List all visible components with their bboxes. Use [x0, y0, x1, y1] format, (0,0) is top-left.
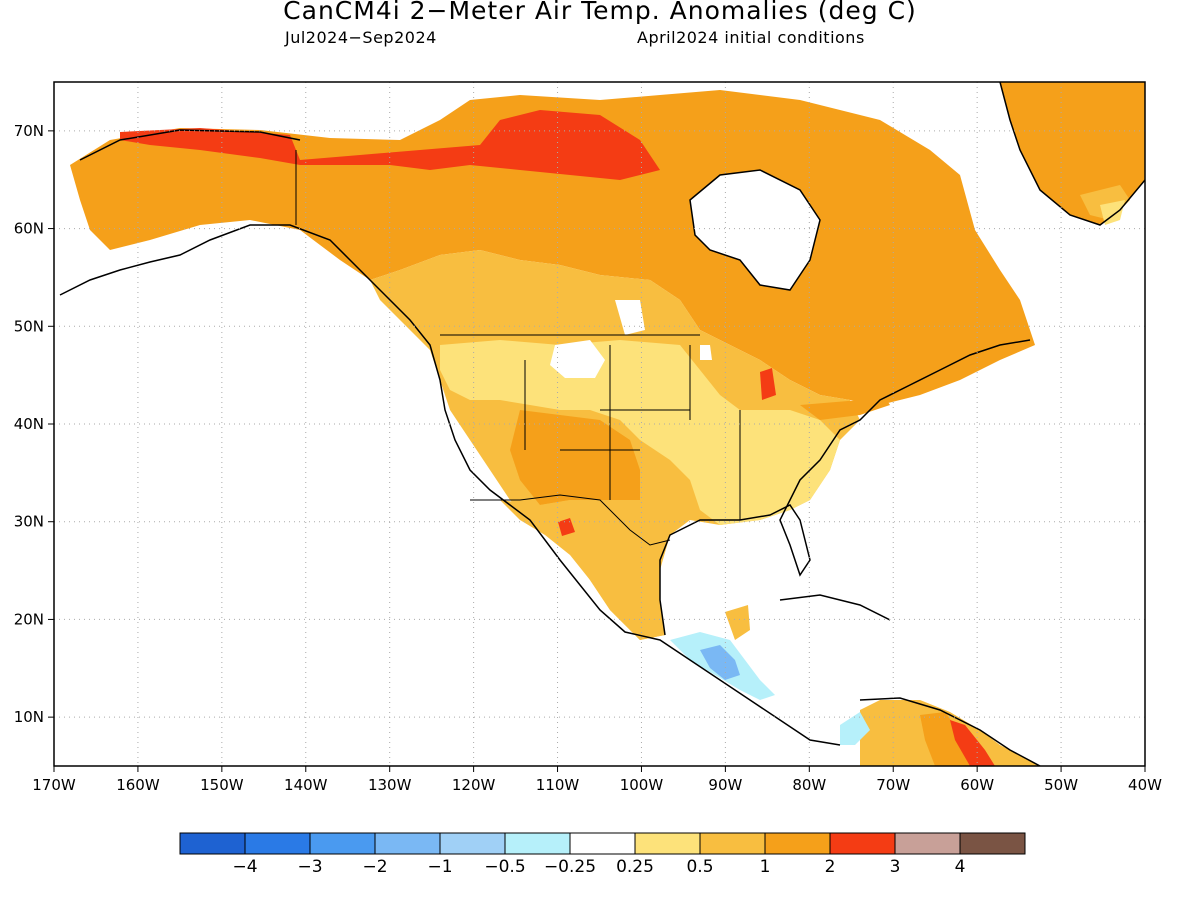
- legend-swatch: [959, 832, 1026, 855]
- region-north-orange: [70, 90, 1035, 405]
- lat-tick-label: 30N: [14, 513, 44, 531]
- legend-label: 3: [890, 857, 901, 877]
- legend-label: −1: [427, 857, 452, 877]
- legend-swatch: [829, 832, 896, 855]
- legend-swatch: [699, 832, 766, 855]
- region-southwest-orange: [510, 410, 640, 505]
- hudson-bay: [690, 170, 820, 290]
- political-borders: [295, 150, 741, 546]
- legend-swatch: [439, 832, 506, 855]
- lat-tick-label: 70N: [14, 122, 44, 140]
- legend-swatch: [374, 832, 441, 855]
- legend-swatch: [179, 832, 246, 855]
- legend-swatch: [309, 832, 376, 855]
- legend-swatch: [894, 832, 961, 855]
- longitude-axis: 170W 160W 150W 140W 130W 120W 110W 100W 90W 80W 70…: [32, 766, 1162, 794]
- color-legend: −4 −3 −2 −1 −0.5 −0.25 0.25 0.5 1 2 3 4: [179, 832, 1026, 877]
- legend-swatch: [569, 832, 636, 855]
- lon-tick-label: 100W: [620, 776, 664, 794]
- region-arctic-red: [120, 110, 660, 180]
- lon-tick-label: 140W: [284, 776, 328, 794]
- lon-tick-label: 60W: [960, 776, 994, 794]
- lat-tick-label: 60N: [14, 220, 44, 238]
- lon-tick-label: 40W: [1128, 776, 1162, 794]
- legend-swatch: [634, 832, 701, 855]
- lat-tick-label: 40N: [14, 415, 44, 433]
- legend-swatch: [244, 832, 311, 855]
- legend-label: −0.25: [544, 857, 596, 877]
- lon-tick-label: 50W: [1044, 776, 1078, 794]
- lon-tick-label: 70W: [876, 776, 910, 794]
- legend-label: −4: [232, 857, 257, 877]
- lon-tick-label: 90W: [708, 776, 742, 794]
- legend-label: −3: [297, 857, 322, 877]
- lon-tick-label: 170W: [32, 776, 76, 794]
- legend-label: −2: [362, 857, 387, 877]
- lat-tick-label: 50N: [14, 317, 44, 335]
- legend-label: 2: [825, 857, 836, 877]
- lon-tick-label: 150W: [200, 776, 244, 794]
- lon-tick-label: 80W: [792, 776, 826, 794]
- lat-tick-label: 20N: [14, 610, 44, 628]
- lon-tick-label: 130W: [368, 776, 412, 794]
- gridlines: [54, 82, 1145, 766]
- legend-label: 0.25: [616, 857, 654, 877]
- map-title: CanCM4i 2−Meter Air Temp. Anomalies (deg…: [283, 0, 917, 25]
- latitude-axis: 10N 20N 30N 40N 50N 60N 70N: [14, 122, 54, 726]
- coastlines: [59, 82, 1145, 766]
- legend-label: 0.5: [686, 857, 713, 877]
- lon-tick-label: 110W: [536, 776, 580, 794]
- valid-period: Jul2024−Sep2024: [285, 28, 437, 47]
- lat-tick-label: 10N: [14, 708, 44, 726]
- lon-tick-label: 120W: [452, 776, 496, 794]
- lon-tick-label: 160W: [116, 776, 160, 794]
- legend-label: 4: [955, 857, 966, 877]
- anomaly-shading: [54, 82, 1145, 766]
- legend-label: −0.5: [484, 857, 525, 877]
- legend-label: 1: [760, 857, 771, 877]
- legend-swatch: [504, 832, 571, 855]
- region-mexico: [500, 500, 665, 640]
- initial-conditions: April2024 initial conditions: [637, 28, 865, 47]
- legend-swatch: [764, 832, 831, 855]
